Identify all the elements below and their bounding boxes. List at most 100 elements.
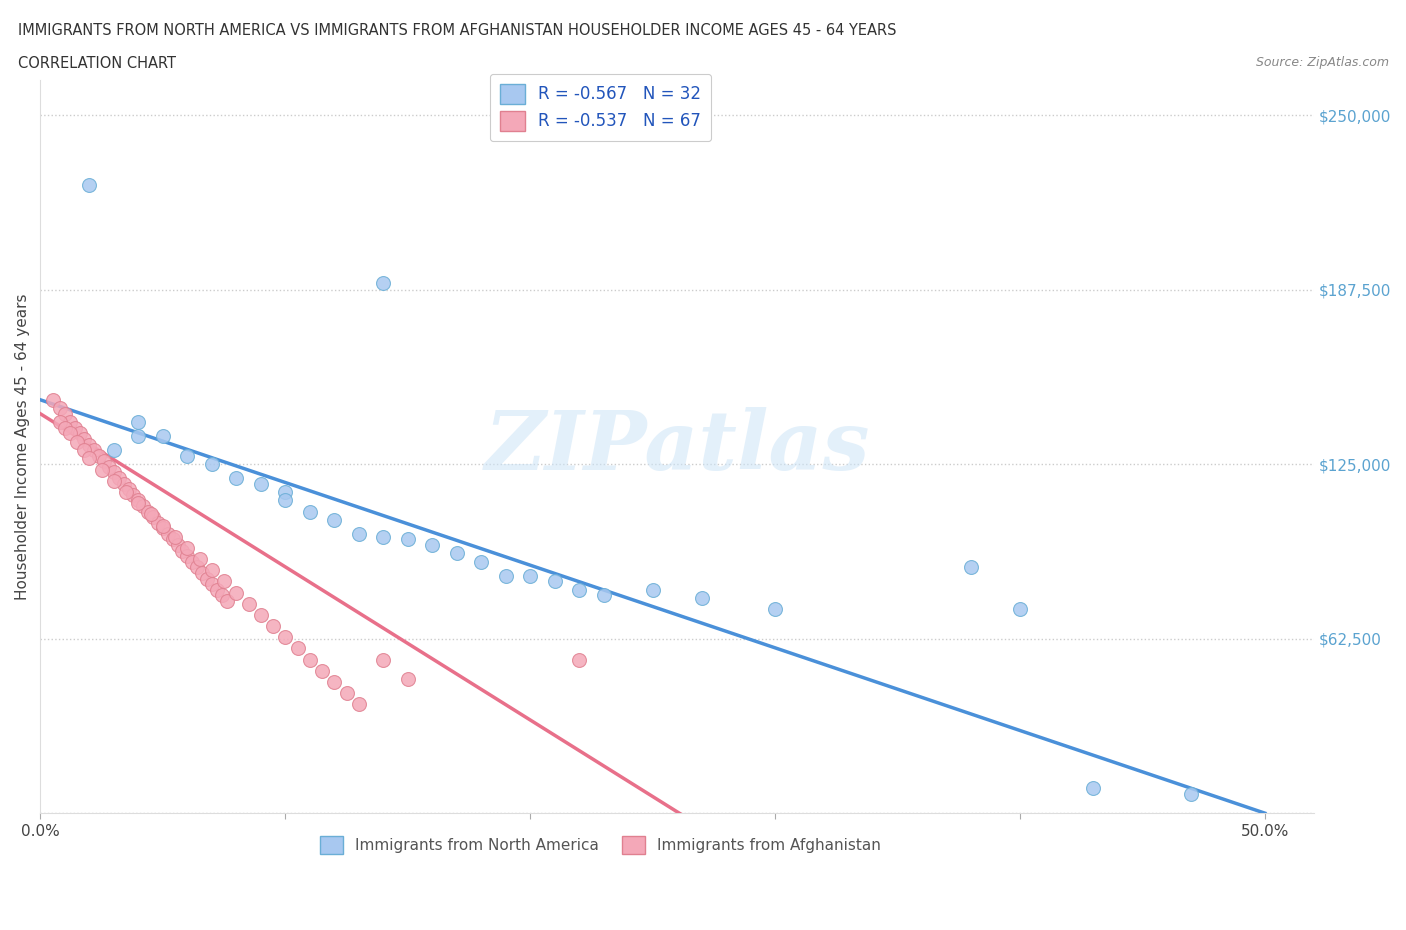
Point [373, 652, 395, 667]
Point [53, 406, 76, 421]
Point [201, 457, 224, 472]
Point [49, 401, 72, 416]
Point [132, 498, 155, 513]
Point [274, 630, 297, 644]
Point [146, 515, 169, 530]
Point [188, 551, 211, 566]
Point [66, 434, 89, 449]
Point [156, 526, 179, 541]
Text: ZIPatlas: ZIPatlas [484, 406, 870, 486]
Point [495, 568, 517, 583]
Legend: Immigrants from North America, Immigrants from Afghanistan: Immigrants from North America, Immigrant… [314, 830, 887, 860]
Point [347, 526, 370, 541]
Point [165, 529, 187, 544]
Point [205, 582, 228, 597]
Point [238, 596, 260, 611]
Point [191, 565, 214, 580]
Point [73, 443, 96, 458]
Point [53, 420, 76, 435]
Point [139, 507, 162, 522]
Point [1008, 602, 1031, 617]
Text: Source: ZipAtlas.com: Source: ZipAtlas.com [1256, 56, 1389, 69]
Point [49, 415, 72, 430]
Point [117, 482, 139, 497]
Point [335, 685, 357, 700]
Point [519, 568, 541, 583]
Text: IMMIGRANTS FROM NORTH AMERICA VS IMMIGRANTS FROM AFGHANISTAN HOUSEHOLDER INCOME : IMMIGRANTS FROM NORTH AMERICA VS IMMIGRA… [18, 23, 897, 38]
Point [201, 563, 224, 578]
Point [960, 560, 983, 575]
Point [63, 420, 86, 435]
Point [107, 471, 129, 485]
Point [763, 602, 786, 617]
Point [568, 582, 591, 597]
Point [298, 504, 321, 519]
Point [59, 426, 82, 441]
Point [186, 560, 208, 575]
Point [112, 476, 135, 491]
Point [103, 443, 125, 458]
Point [142, 510, 165, 525]
Point [79, 451, 101, 466]
Point [323, 674, 346, 689]
Point [98, 459, 121, 474]
Point [83, 443, 105, 458]
Point [323, 512, 346, 527]
Point [152, 518, 174, 533]
Point [287, 641, 309, 656]
Point [215, 593, 238, 608]
Point [420, 538, 443, 552]
Point [298, 652, 321, 667]
Point [592, 588, 614, 603]
Point [211, 588, 233, 603]
Point [127, 415, 149, 430]
Point [93, 454, 115, 469]
Point [311, 663, 333, 678]
Point [73, 432, 96, 446]
Point [262, 618, 284, 633]
Point [1180, 786, 1202, 801]
Y-axis label: Householder Income Ages 45 - 64 years: Householder Income Ages 45 - 64 years [15, 293, 30, 600]
Point [181, 554, 204, 569]
Point [690, 591, 713, 605]
Point [249, 607, 271, 622]
Point [152, 429, 174, 444]
Point [347, 697, 370, 711]
Point [176, 540, 198, 555]
Point [152, 521, 174, 536]
Point [122, 487, 145, 502]
Point [396, 532, 419, 547]
Point [274, 485, 297, 499]
Point [41, 392, 63, 407]
Point [225, 471, 247, 485]
Point [127, 493, 149, 508]
Point [69, 426, 91, 441]
Point [103, 473, 125, 488]
Point [373, 275, 395, 290]
Point [225, 585, 247, 600]
Point [127, 429, 149, 444]
Point [543, 574, 565, 589]
Point [274, 493, 297, 508]
Text: CORRELATION CHART: CORRELATION CHART [18, 56, 176, 71]
Point [1083, 780, 1105, 795]
Point [136, 504, 159, 519]
Point [249, 476, 271, 491]
Point [115, 485, 138, 499]
Point [446, 546, 468, 561]
Point [59, 415, 82, 430]
Point [172, 543, 194, 558]
Point [568, 652, 591, 667]
Point [373, 529, 395, 544]
Point [176, 448, 198, 463]
Point [470, 554, 492, 569]
Point [212, 574, 235, 589]
Point [162, 532, 184, 547]
Point [103, 465, 125, 480]
Point [127, 496, 149, 511]
Point [201, 577, 224, 591]
Point [166, 538, 188, 552]
Point [89, 448, 111, 463]
Point [79, 437, 101, 452]
Point [641, 582, 664, 597]
